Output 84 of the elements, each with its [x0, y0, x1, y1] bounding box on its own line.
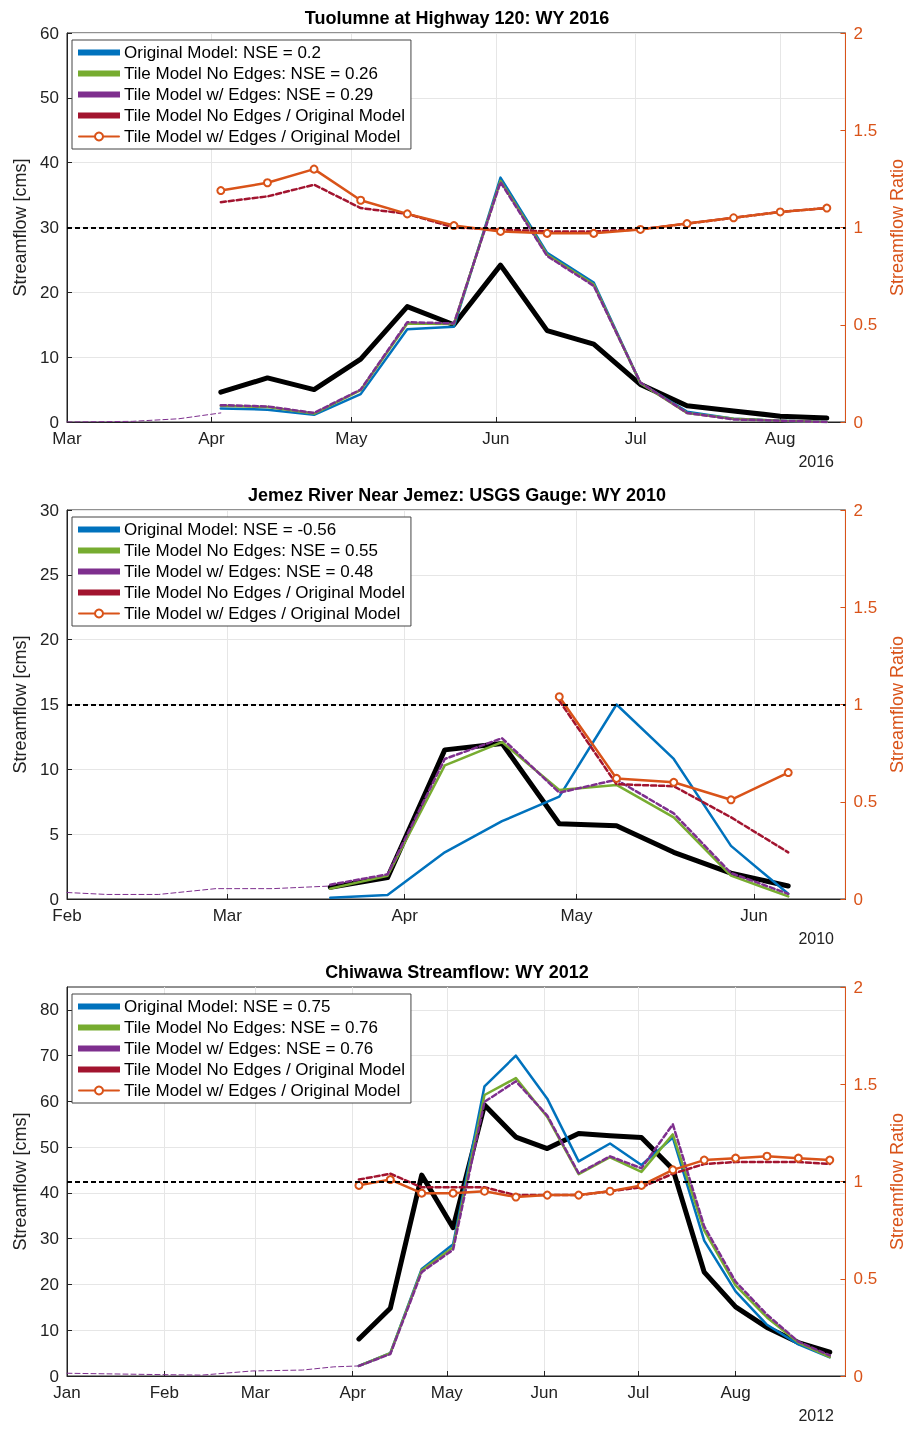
- x-tick-label: Mar: [52, 429, 82, 448]
- text: 2016: [798, 452, 835, 470]
- y2-tick-label: 1.5: [853, 1074, 878, 1094]
- y-tick-label: 20: [40, 282, 59, 302]
- chart-title: Chiwawa Streamflow: WY 2012: [325, 962, 589, 982]
- legend-label: Tile Model w/ Edges / Original Model: [124, 127, 401, 146]
- x-tick-label: Mar: [212, 906, 243, 925]
- x-tick-label: Jul: [627, 1383, 650, 1402]
- legend-label: Original Model: NSE = 0.75: [124, 997, 331, 1016]
- x-tick-label: Jun: [482, 429, 510, 448]
- legend-label: Tile Model w/ Edges: NSE = 0.76: [124, 1039, 374, 1058]
- y-tick-label: 10: [40, 347, 59, 367]
- y2-tick-label: 1.5: [853, 597, 878, 617]
- legend-label: Tile Model No Edges / Original Model: [124, 106, 405, 125]
- x-tick-label: Jun: [530, 1383, 558, 1402]
- x-tick-label: Mar: [240, 1383, 271, 1402]
- y-tick-label: 30: [40, 218, 59, 237]
- y2-axis-title: Streamflow Ratio: [887, 635, 907, 774]
- y-tick-label: 10: [40, 1320, 59, 1340]
- y2-axis-title: Streamflow Ratio: [887, 1112, 907, 1251]
- text: 2010: [798, 929, 835, 947]
- y-axis-title: Streamflow [cms]: [10, 1112, 31, 1251]
- legend-label: Original Model: NSE = -0.56: [124, 520, 337, 539]
- y-tick-label: 60: [40, 23, 59, 43]
- y-axis-title: Streamflow [cms]: [10, 158, 31, 297]
- y2-tick-label: 1.5: [853, 120, 878, 140]
- x-tick-label: Aug: [720, 1383, 751, 1402]
- chart-title: Tuolumne at Highway 120: WY 2016: [304, 8, 610, 28]
- y2-tick-label: 0.5: [853, 315, 878, 335]
- y-tick-label: 5: [49, 824, 59, 844]
- legend-label: Tile Model No Edges / Original Model: [124, 1060, 405, 1079]
- x-tick-label: Jul: [624, 429, 647, 448]
- y-tick-label: 15: [40, 695, 59, 714]
- y2-tick-label: 2: [853, 977, 863, 997]
- y-axis-title: Streamflow [cms]: [10, 635, 31, 774]
- x-tick-label: Feb: [149, 1383, 179, 1402]
- x-tick-label: Apr: [198, 429, 226, 448]
- y-tick-label: 40: [40, 1183, 59, 1203]
- y-tick-label: 0: [49, 889, 59, 909]
- x-tick-label: Jun: [740, 906, 768, 925]
- y-tick-label: 20: [40, 630, 59, 650]
- x-tick-label: May: [560, 906, 593, 925]
- y-tick-label: 20: [40, 1274, 59, 1294]
- y-tick-label: 60: [40, 1091, 59, 1111]
- y-tick-label: 50: [40, 88, 59, 108]
- y2-tick-label: 0: [853, 889, 863, 909]
- chart-title: Jemez River Near Jemez: USGS Gauge: WY 2010: [248, 485, 666, 505]
- legend-label: Tile Model No Edges / Original Model: [124, 583, 405, 602]
- x-tick-label: Aug: [765, 429, 796, 448]
- y2-tick-label: 2: [853, 500, 863, 520]
- y2-tick-label: 1: [853, 218, 863, 237]
- legend-label: Tile Model No Edges: NSE = 0.55: [124, 541, 379, 560]
- legend-label: Tile Model No Edges: NSE = 0.76: [124, 1018, 379, 1037]
- x-tick-label: Jan: [53, 1383, 81, 1402]
- legend-label: Tile Model w/ Edges: NSE = 0.48: [124, 562, 374, 581]
- y2-tick-label: 2: [853, 23, 863, 43]
- y-tick-label: 30: [40, 500, 59, 520]
- x-tick-label: May: [335, 429, 368, 448]
- y2-tick-label: 0.5: [853, 1269, 878, 1289]
- y-tick-label: 0: [49, 1366, 59, 1386]
- x-tick-label: May: [430, 1383, 464, 1402]
- y2-tick-label: 1: [853, 695, 863, 714]
- legend-label: Tile Model w/ Edges / Original Model: [124, 604, 401, 623]
- y-tick-label: 50: [40, 1137, 59, 1157]
- y-tick-label: 70: [40, 1046, 59, 1066]
- y-tick-label: 25: [40, 565, 59, 585]
- y-tick-label: 40: [40, 153, 59, 173]
- y2-tick-label: 1: [853, 1172, 863, 1191]
- y2-tick-label: 0: [853, 1366, 863, 1386]
- x-tick-label: Feb: [52, 906, 82, 925]
- y-tick-label: 0: [49, 412, 59, 432]
- y-tick-label: 30: [40, 1229, 59, 1249]
- legend-label: Original Model: NSE = 0.2: [124, 43, 322, 62]
- y-tick-label: 10: [40, 759, 59, 779]
- legend-label: Tile Model No Edges: NSE = 0.26: [124, 64, 379, 83]
- legend-label: Tile Model w/ Edges / Original Model: [124, 1081, 401, 1100]
- legend-label: Tile Model w/ Edges: NSE = 0.29: [124, 85, 374, 104]
- y2-tick-label: 0: [853, 412, 863, 432]
- x-tick-label: Apr: [391, 906, 419, 925]
- text: 2012: [798, 1406, 835, 1424]
- y-tick-label: 80: [40, 1000, 59, 1020]
- y2-axis-title: Streamflow Ratio: [887, 158, 907, 297]
- x-tick-label: Apr: [339, 1383, 367, 1402]
- y2-tick-label: 0.5: [853, 792, 878, 812]
